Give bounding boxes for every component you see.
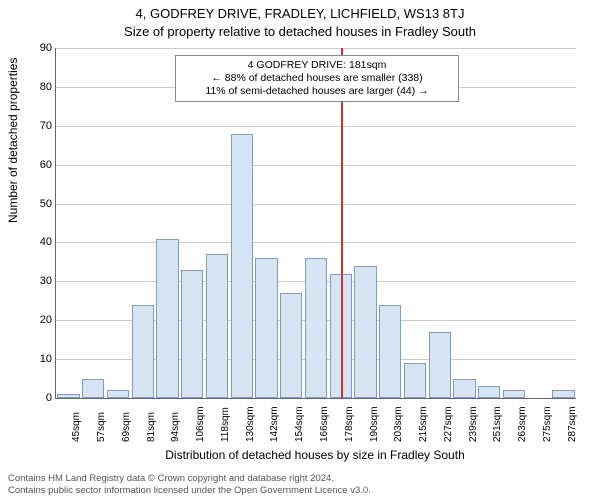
x-tick-label: 94sqm bbox=[170, 412, 181, 442]
gridline bbox=[56, 242, 576, 243]
x-tick-label: 57sqm bbox=[96, 412, 107, 442]
x-tick-label: 130sqm bbox=[245, 406, 256, 442]
y-tick-label: 30 bbox=[30, 275, 52, 287]
chart-title-address: 4, GODFREY DRIVE, FRADLEY, LICHFIELD, WS… bbox=[0, 6, 600, 21]
y-tick-label: 80 bbox=[30, 81, 52, 93]
x-tick-label: 239sqm bbox=[468, 406, 479, 442]
x-tick-label: 118sqm bbox=[220, 407, 231, 442]
x-axis-label: Distribution of detached houses by size … bbox=[55, 448, 575, 462]
attribution-line1: Contains HM Land Registry data © Crown c… bbox=[8, 473, 371, 484]
histogram-bar bbox=[453, 379, 475, 398]
y-tick-label: 20 bbox=[30, 314, 52, 326]
histogram-bar bbox=[107, 390, 129, 398]
histogram-bar bbox=[156, 239, 178, 398]
x-tick-label: 275sqm bbox=[542, 406, 553, 442]
annotation-box: 4 GODFREY DRIVE: 181sqm ← 88% of detache… bbox=[175, 55, 459, 102]
y-axis-label: Number of detached properties bbox=[6, 58, 20, 223]
x-tick-label: 142sqm bbox=[269, 406, 280, 442]
gridline bbox=[56, 165, 576, 166]
property-size-histogram: 4, GODFREY DRIVE, FRADLEY, LICHFIELD, WS… bbox=[0, 0, 600, 500]
attribution-line2: Contains public sector information licen… bbox=[8, 485, 371, 496]
x-tick-label: 203sqm bbox=[393, 406, 404, 442]
histogram-bar bbox=[503, 390, 525, 398]
histogram-bar bbox=[255, 258, 277, 398]
gridline bbox=[56, 126, 576, 127]
x-tick-label: 81sqm bbox=[146, 412, 157, 442]
histogram-bar bbox=[404, 363, 426, 398]
data-attribution: Contains HM Land Registry data © Crown c… bbox=[8, 473, 371, 496]
histogram-bar bbox=[552, 390, 574, 398]
histogram-bar bbox=[379, 305, 401, 398]
x-tick-label: 215sqm bbox=[418, 406, 429, 442]
histogram-bar bbox=[280, 293, 302, 398]
y-tick-label: 40 bbox=[30, 236, 52, 248]
chart-subtitle: Size of property relative to detached ho… bbox=[0, 24, 600, 39]
y-tick-label: 90 bbox=[30, 42, 52, 54]
histogram-bar bbox=[132, 305, 154, 398]
histogram-bar bbox=[478, 386, 500, 398]
x-tick-label: 45sqm bbox=[71, 412, 82, 442]
annotation-line-smaller: ← 88% of detached houses are smaller (33… bbox=[182, 72, 452, 85]
x-tick-label: 190sqm bbox=[369, 406, 380, 442]
histogram-bar bbox=[206, 254, 228, 398]
x-tick-label: 69sqm bbox=[121, 412, 132, 442]
x-tick-label: 251sqm bbox=[492, 406, 503, 442]
gridline bbox=[56, 204, 576, 205]
annotation-line-larger: 11% of semi-detached houses are larger (… bbox=[182, 85, 452, 98]
histogram-bar bbox=[231, 134, 253, 398]
annotation-line-property: 4 GODFREY DRIVE: 181sqm bbox=[182, 59, 452, 72]
histogram-bar bbox=[57, 394, 79, 398]
gridline bbox=[56, 48, 576, 49]
y-tick-label: 0 bbox=[30, 392, 52, 404]
x-tick-label: 166sqm bbox=[319, 406, 330, 442]
x-tick-label: 287sqm bbox=[567, 406, 578, 442]
x-tick-label: 154sqm bbox=[294, 406, 305, 442]
histogram-bar bbox=[305, 258, 327, 398]
y-tick-label: 50 bbox=[30, 198, 52, 210]
x-tick-label: 178sqm bbox=[344, 406, 355, 442]
histogram-bar bbox=[354, 266, 376, 398]
x-tick-label: 227sqm bbox=[443, 406, 454, 442]
x-tick-label: 263sqm bbox=[517, 406, 528, 442]
histogram-bar bbox=[181, 270, 203, 398]
histogram-bar bbox=[82, 379, 104, 398]
x-tick-label: 106sqm bbox=[195, 406, 206, 442]
y-tick-label: 60 bbox=[30, 159, 52, 171]
y-tick-label: 70 bbox=[30, 120, 52, 132]
histogram-bar bbox=[429, 332, 451, 398]
y-tick-label: 10 bbox=[30, 353, 52, 365]
